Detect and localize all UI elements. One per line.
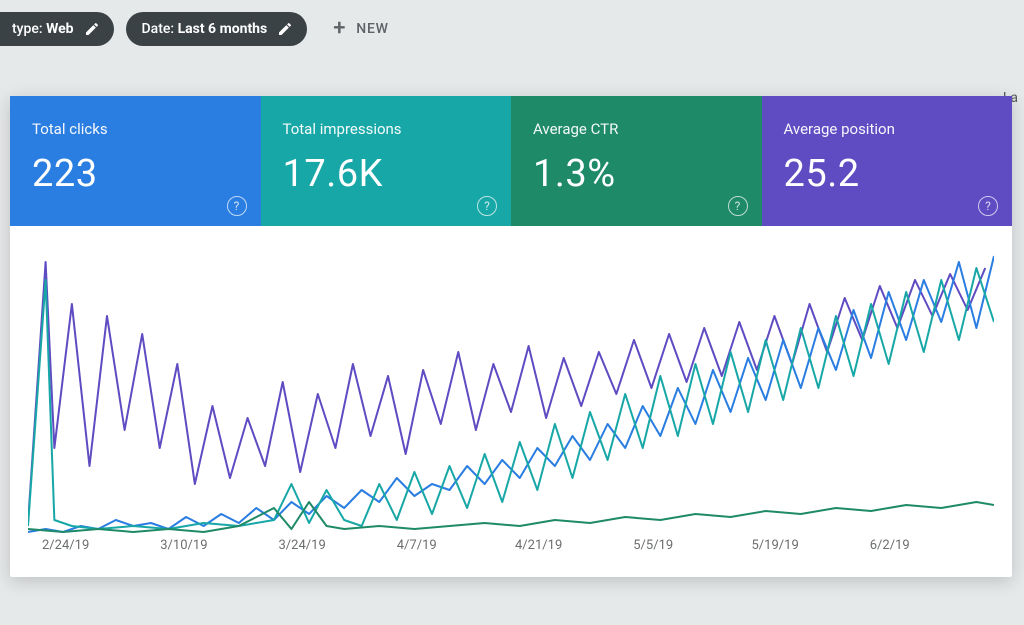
chip-prefix: type: [12,21,43,37]
chip-value: Last 6 months [178,21,268,37]
metric-title: Average CTR [533,120,740,138]
filter-toolbar: type: Web Date: Last 6 months + NEW [0,0,1024,58]
metric-average-ctr[interactable]: Average CTR 1.3% ? [511,96,762,226]
metric-title: Average position [784,120,991,138]
help-icon[interactable]: ? [978,196,998,216]
x-axis-tick: 5/19/19 [752,538,870,553]
x-axis-tick: 4/7/19 [397,538,515,553]
search-type-chip[interactable]: type: Web [0,12,114,46]
x-axis-tick: 3/10/19 [160,538,278,553]
chip-value: Web [46,21,73,37]
x-axis-tick: 2/24/19 [42,538,160,553]
chart-area: 2/24/193/10/193/24/194/7/194/21/195/5/19… [10,226,1012,567]
metric-value: 25.2 [784,152,991,196]
x-axis-tick: 5/5/19 [633,538,751,553]
new-filter-button[interactable]: + NEW [333,21,389,37]
x-axis-labels: 2/24/193/10/193/24/194/7/194/21/195/5/19… [28,538,994,559]
metric-average-position[interactable]: Average position 25.2 ? [762,96,1013,226]
date-range-chip[interactable]: Date: Last 6 months [126,12,308,46]
x-axis-tick: 4/21/19 [515,538,633,553]
metric-row: Total clicks 223 ? Total impressions 17.… [10,96,1012,226]
chip-prefix: Date: [142,21,175,37]
performance-line-chart [28,238,994,538]
help-icon[interactable]: ? [728,196,748,216]
edit-icon [84,21,100,37]
metric-title: Total clicks [32,120,239,138]
x-axis-tick: 6/2/19 [870,538,988,553]
metric-title: Total impressions [283,120,490,138]
series-clicks [28,256,994,532]
metric-total-impressions[interactable]: Total impressions 17.6K ? [261,96,512,226]
new-label: NEW [356,21,389,37]
x-axis-tick: 3/24/19 [279,538,397,553]
help-icon[interactable]: ? [477,196,497,216]
metric-total-clicks[interactable]: Total clicks 223 ? [10,96,261,226]
performance-card: Total clicks 223 ? Total impressions 17.… [10,96,1012,577]
metric-value: 17.6K [283,152,490,196]
metric-value: 223 [32,152,239,196]
edit-icon [277,21,293,37]
help-icon[interactable]: ? [227,196,247,216]
metric-value: 1.3% [533,152,740,196]
